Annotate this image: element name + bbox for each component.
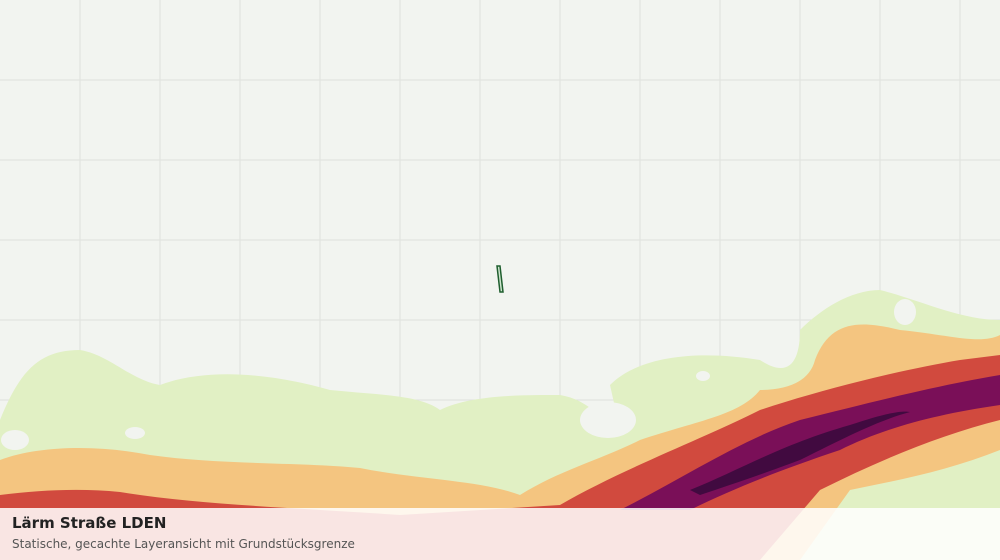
layer-subtitle: Statische, gecachte Layeransicht mit Gru… <box>12 537 355 551</box>
parcel-boundary <box>496 265 504 293</box>
caption: Lärm Straße LDEN Statische, gecachte Lay… <box>0 508 1000 560</box>
noise-zone-extreme <box>690 411 910 495</box>
noise-gap <box>125 427 145 439</box>
noise-gap <box>696 371 710 381</box>
noise-gap <box>894 299 916 325</box>
noise-gap <box>1 430 29 450</box>
noise-gap <box>580 402 636 438</box>
layer-title: Lärm Straße LDEN <box>12 514 167 532</box>
